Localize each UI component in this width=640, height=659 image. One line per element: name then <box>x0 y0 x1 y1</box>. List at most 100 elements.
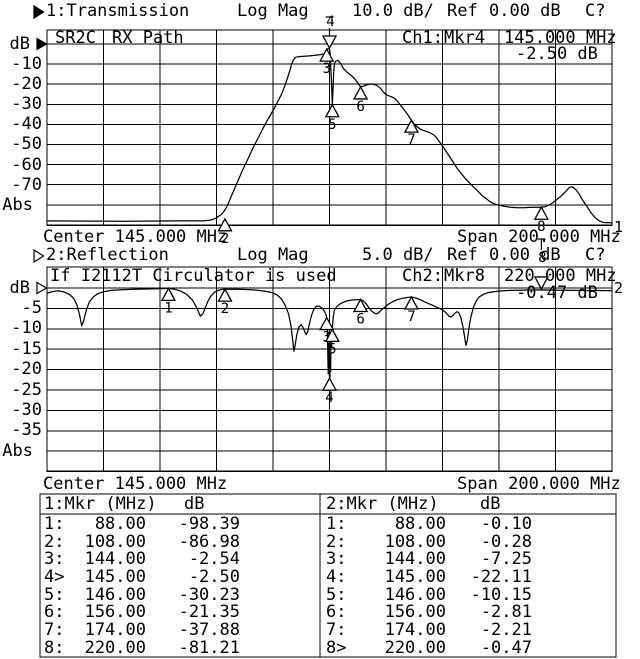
axis-tick-label: -30 <box>11 94 42 115</box>
marker-row-freq: 145.00 <box>84 566 146 587</box>
marker-triangle <box>319 316 335 331</box>
axis-tick-label: -70 <box>11 174 42 195</box>
axis-tick-label: -10 <box>11 318 42 339</box>
marker-triangle <box>160 287 177 302</box>
marker-row-number: 8: <box>44 637 65 658</box>
marker-row-freq: 220.00 <box>84 637 146 658</box>
ch2-correction-flag: C? <box>585 245 606 265</box>
ch2-readout-marker: Mkr8 <box>444 266 485 286</box>
marker-triangle <box>321 376 338 391</box>
ch2-ref-label: Ref <box>447 245 478 265</box>
marker-row-value: -0.28 <box>480 531 532 552</box>
axis-tick-label: -30 <box>11 400 42 420</box>
ch1-scale-value: 10.0 dB/ <box>352 1 434 21</box>
marker-number: 6 <box>356 99 364 115</box>
trace-select-arrow <box>33 248 45 264</box>
marker-triangle <box>352 298 369 313</box>
axis-abs-label: Abs <box>2 195 33 215</box>
marker-number: 4 <box>325 390 333 406</box>
marker-number: 1 <box>164 300 172 316</box>
marker-row-number: 7: <box>326 619 347 640</box>
axis-unit-label: dB <box>9 278 30 298</box>
axis-tick-label: -5 <box>21 298 42 318</box>
axis-tick-label: -35 <box>11 420 42 441</box>
marker-row-number: 1: <box>326 514 347 534</box>
marker-number: 7 <box>407 132 415 148</box>
active-marker-triangle <box>321 35 338 50</box>
marker-number: 2 <box>221 301 229 317</box>
ref-level-arrow <box>36 37 48 51</box>
axis-tick-label: -60 <box>11 154 42 175</box>
marker-row-value: -7.25 <box>480 549 532 570</box>
marker-triangle <box>324 328 340 343</box>
marker-number: 3 <box>322 330 330 346</box>
marker-triangle <box>403 295 420 310</box>
ch2-ref-value: 0.00 dB <box>489 245 561 265</box>
marker-triangle <box>217 287 233 302</box>
marker-triangle <box>319 47 335 62</box>
marker-row-freq: 156.00 <box>84 602 146 623</box>
marker-row-value: -21.35 <box>178 602 240 623</box>
marker-row-freq: 108.00 <box>84 531 146 552</box>
ch2-trace-label: 2:Reflection <box>46 245 169 265</box>
ch2-readout-value: -0.47 dB <box>516 283 598 303</box>
marker-number: 3 <box>322 61 330 77</box>
ch1-memo-2: RX Path <box>112 28 184 48</box>
marker-triangle <box>533 205 549 220</box>
trace-transmission <box>46 48 613 224</box>
marker-row-value: -2.50 <box>188 566 240 587</box>
ch1-readout-marker: Mkr4 <box>444 28 485 48</box>
active-marker-number: 4 <box>326 14 334 30</box>
marker-row-freq: 108.00 <box>384 531 446 552</box>
ch1-correction-flag: C? <box>585 1 606 21</box>
marker-number: 7 <box>407 309 415 325</box>
marker-row-number: 7: <box>44 619 65 640</box>
marker-row-number: 4: <box>326 566 347 587</box>
marker-row-number: 5: <box>44 584 65 605</box>
marker-row-freq: 174.00 <box>384 619 446 640</box>
axis-abs-label: Abs <box>2 441 33 461</box>
axis-tick-label: -20 <box>11 74 42 95</box>
marker-row-number: 3: <box>326 549 347 570</box>
ch1-ref-value: 0.00 dB <box>489 1 561 21</box>
ch1-readout-channel: Ch1: <box>402 28 443 48</box>
ch1-trace-label: 1:Transmission <box>46 1 190 21</box>
marker-row-number: 4> <box>44 566 65 587</box>
marker-row-freq: 174.00 <box>84 619 146 640</box>
axis-tick-label: -15 <box>11 338 42 359</box>
marker-row-value: -2.54 <box>188 549 240 570</box>
axis-tick-label: -50 <box>11 134 42 155</box>
marker-row-freq: 146.00 <box>84 584 146 605</box>
marker-triangle <box>352 85 369 100</box>
trace-reflection <box>46 287 613 391</box>
ch1-memo-1: SR2C <box>55 28 96 48</box>
ch1-center-freq: Center 145.000 MHz <box>43 227 228 247</box>
table1-title: 1:Mkr (MHz) <box>44 494 157 514</box>
ch2-memo-1: If I2112T Circulator is used <box>50 266 337 286</box>
marker-row-number: 1: <box>44 514 65 534</box>
marker-row-value: -2.81 <box>480 602 532 623</box>
marker-row-value: -86.98 <box>178 531 240 552</box>
marker-row-freq: 156.00 <box>384 602 446 623</box>
ch1-readout-value: -2.50 dB <box>516 44 598 64</box>
marker-row-number: 5: <box>326 584 347 605</box>
table2-title: 2:Mkr (MHz) <box>326 494 439 514</box>
marker-row-value: -0.10 <box>480 514 532 534</box>
marker-row-freq: 144.00 <box>384 549 446 570</box>
marker-row-value: -81.21 <box>178 637 240 658</box>
marker-row-freq: 88.00 <box>394 514 446 534</box>
ch2-span: Span 200.000 MHz <box>457 474 621 494</box>
ch1-ref-label: Ref <box>447 1 478 21</box>
marker-row-value: -10.15 <box>470 584 532 605</box>
marker-row-number: 3: <box>44 549 65 570</box>
ch1-format-label: Log Mag <box>237 1 309 21</box>
ch2-readout-channel: Ch2: <box>402 266 443 286</box>
axis-tick-label: -10 <box>11 54 42 74</box>
marker-triangle <box>324 103 340 118</box>
axis-tick-label: -20 <box>11 359 42 380</box>
table2-db-header: dB <box>480 494 501 514</box>
axis-tick-label: -25 <box>11 379 42 400</box>
marker-number: 5 <box>328 341 336 357</box>
marker-number: 5 <box>328 117 336 133</box>
marker-triangle <box>403 118 420 133</box>
